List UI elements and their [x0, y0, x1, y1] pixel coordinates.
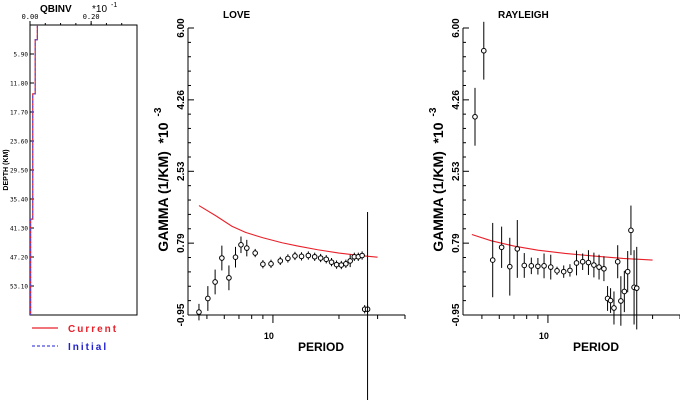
rayleigh-data-point — [528, 263, 535, 269]
legend-label-current: C u r r e n t — [68, 324, 117, 335]
qbinv-ytick-label: 23.60 — [10, 139, 28, 146]
rayleigh-ytick-label: -0.95 — [451, 303, 462, 326]
rayleigh-data-point — [560, 268, 567, 275]
rayleigh-data-point — [601, 265, 607, 272]
rayleigh-data-point — [535, 263, 541, 270]
love-data-point — [311, 253, 318, 260]
rayleigh-data-point — [472, 113, 478, 120]
qbinv-series-initial — [30, 25, 38, 315]
love-data-point — [232, 254, 239, 260]
love-data-point — [252, 250, 258, 256]
rayleigh-data-point — [489, 257, 496, 263]
love-data-point — [268, 260, 274, 267]
qbinv-ytick-label: 41.30 — [10, 226, 28, 233]
qbinv-multiplier: *10 — [92, 4, 107, 15]
rayleigh-title: RAYLEIGH — [498, 10, 549, 21]
qbinv-ytick-label: 11.80 — [10, 81, 28, 88]
legend-label-initial: I n i t i a l — [68, 342, 106, 353]
rayleigh-ytick-label: 0.79 — [451, 233, 462, 253]
love-data-point — [333, 261, 340, 268]
rayleigh-ylabel: GAMMA (1/KM) — [430, 151, 446, 252]
love-data-point — [298, 253, 305, 260]
rayleigh-ylabel-mult: *10 — [430, 122, 446, 143]
love-ytick-label: 6.00 — [176, 18, 187, 38]
love-data-point — [219, 255, 225, 261]
love-data-point — [205, 295, 211, 302]
rayleigh-data-point — [611, 305, 617, 311]
love-data-point — [243, 245, 250, 251]
love-model-curve — [198, 205, 378, 258]
rayleigh-data-point — [573, 260, 580, 266]
rayleigh-data-point — [554, 268, 560, 274]
rayleigh-data-point — [547, 264, 554, 270]
qbinv-ytick-label: 53.10 — [10, 284, 28, 291]
love-ytick-label: 0.79 — [176, 233, 187, 253]
love-ylabel-mult: *10 — [155, 122, 171, 143]
love-data-point — [212, 279, 218, 285]
love-ytick-label: -0.95 — [176, 303, 187, 326]
qbinv-ytick-label: 29.50 — [10, 168, 28, 175]
qbinv-ytick-label: 5.90 — [14, 52, 29, 59]
qbinv-ylabel: DEPTH (KM) — [3, 149, 10, 190]
rayleigh-ytick-label: 2.53 — [451, 161, 462, 181]
rayleigh-data-point — [621, 288, 628, 295]
love-title: LOVE — [223, 10, 251, 21]
love-data-point — [338, 262, 345, 268]
rayleigh-data-point — [514, 246, 521, 252]
love-data-point — [285, 255, 291, 262]
qbinv-ytick-label: 35.40 — [10, 197, 28, 204]
rayleigh-data-point — [624, 268, 631, 275]
rayleigh-data-point — [579, 258, 586, 265]
love-data-point — [328, 259, 335, 265]
love-ytick-label: 4.26 — [176, 90, 187, 110]
love-data-point — [277, 258, 284, 264]
rayleigh-data-point — [618, 298, 624, 304]
love-data-point — [347, 258, 353, 264]
rayleigh-data-point — [585, 259, 592, 266]
love-xtick-label: 10 — [264, 331, 274, 341]
qbinv-xtick-label: 0.00 — [22, 13, 39, 21]
rayleigh-data-point — [506, 263, 513, 270]
rayleigh-xtick-label: 10 — [539, 331, 549, 341]
rayleigh-data-point — [480, 47, 487, 54]
qbinv-xtick-label: 0.20 — [83, 13, 100, 21]
rayleigh-data-point — [633, 285, 640, 291]
qbinv-multiplier-exp: -1 — [111, 2, 117, 9]
rayleigh-data-point — [541, 263, 547, 269]
rayleigh-xlabel: PERIOD — [573, 340, 619, 354]
rayleigh-data-point — [596, 264, 602, 270]
rayleigh-ytick-label: 4.26 — [451, 90, 462, 110]
qbinv-ytick-label: 17.70 — [10, 110, 28, 117]
rayleigh-data-point — [607, 297, 614, 304]
love-data-point — [323, 256, 330, 263]
love-data-point — [359, 252, 365, 259]
love-ylabel-exp: -3 — [153, 107, 164, 116]
rayleigh-data-point — [591, 262, 597, 268]
love-data-point — [343, 260, 349, 267]
rayleigh-data-point — [628, 227, 634, 234]
love-data-point — [292, 253, 298, 259]
rayleigh-ytick-label: 6.00 — [451, 18, 462, 38]
rayleigh-data-point — [614, 258, 621, 265]
rayleigh-data-point — [498, 244, 505, 251]
rayleigh-ylabel-exp: -3 — [428, 107, 439, 116]
love-xlabel: PERIOD — [298, 340, 344, 354]
love-data-point — [305, 252, 312, 259]
love-data-point — [226, 275, 232, 281]
qbinv-frame — [29, 24, 138, 316]
love-ytick-label: 2.53 — [176, 161, 187, 181]
qbinv-title: QBINV — [40, 4, 72, 15]
love-data-point — [238, 241, 244, 248]
love-data-point — [260, 261, 266, 268]
love-data-point — [196, 309, 202, 315]
rayleigh-data-point — [521, 262, 528, 269]
love-ylabel: GAMMA (1/KM) — [155, 151, 171, 252]
rayleigh-data-point — [567, 267, 573, 274]
qbinv-ytick-label: 47.20 — [10, 255, 28, 262]
love-data-point — [317, 255, 324, 261]
